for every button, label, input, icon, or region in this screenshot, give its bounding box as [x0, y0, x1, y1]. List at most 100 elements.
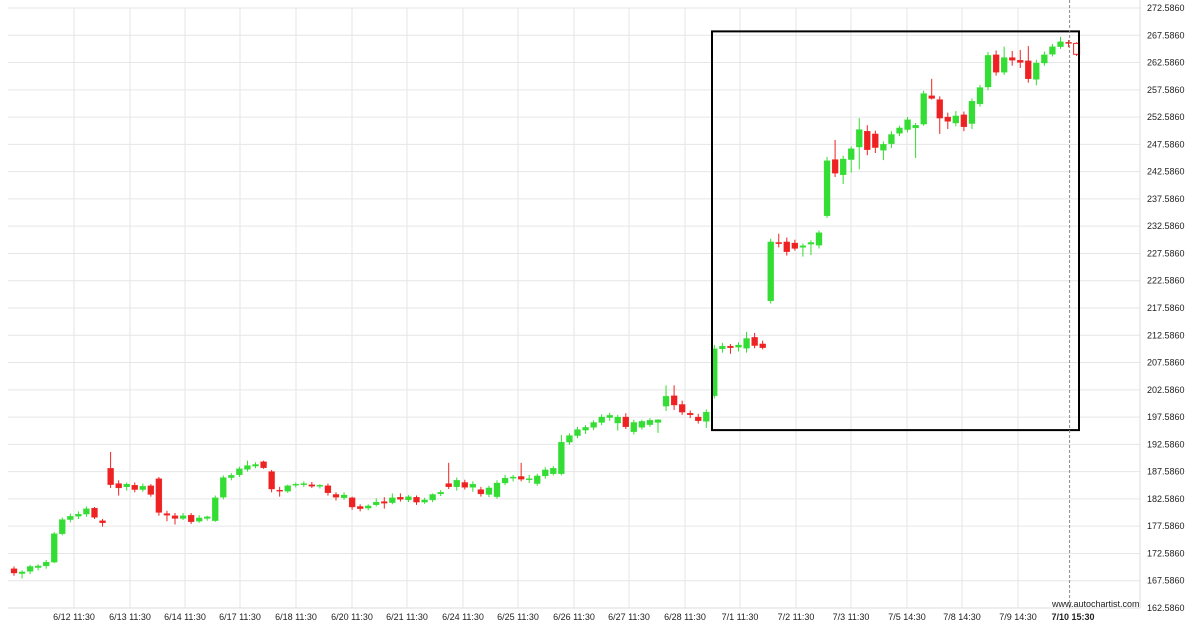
candle — [799, 243, 807, 257]
candle — [204, 515, 211, 521]
candle-body — [252, 464, 259, 467]
candle-body — [300, 483, 307, 485]
candle-body — [413, 497, 420, 503]
candle — [1065, 40, 1072, 48]
y-tick-label: 192.5860 — [1147, 439, 1185, 449]
candle — [381, 497, 388, 509]
candle — [477, 486, 485, 497]
candle-body — [992, 54, 1000, 73]
candle-body — [534, 475, 541, 484]
y-tick-label: 177.5860 — [1147, 521, 1185, 531]
candle — [759, 340, 766, 350]
candle-body — [807, 242, 815, 245]
candle-body — [614, 416, 621, 424]
candle-body — [687, 413, 694, 415]
y-tick-label: 257.5860 — [1147, 85, 1185, 95]
candle — [1001, 46, 1008, 76]
candle-body — [356, 506, 364, 509]
candle — [292, 482, 299, 488]
candle — [992, 50, 1000, 76]
candle-body — [1025, 60, 1032, 79]
candle — [373, 498, 380, 507]
candle-body — [904, 119, 911, 130]
candle — [542, 467, 549, 479]
candle-body — [91, 507, 98, 518]
candle-body — [10, 568, 18, 574]
x-tick-label: 6/21 11:30 — [386, 612, 428, 622]
candle — [340, 492, 348, 500]
candle — [179, 513, 187, 521]
candle-body — [365, 505, 372, 509]
candle-body — [1001, 57, 1008, 73]
candle-body — [662, 396, 670, 407]
candle-body — [316, 485, 324, 487]
candle-body — [775, 242, 782, 244]
candle-body — [791, 242, 798, 249]
x-tick-label: 6/13 11:30 — [109, 612, 151, 622]
candle — [1025, 46, 1032, 83]
candle-body — [469, 483, 477, 488]
candle-body — [654, 419, 662, 423]
candle-body — [582, 427, 589, 431]
candle — [703, 409, 710, 428]
candle-body — [397, 497, 404, 500]
candle-body — [187, 515, 195, 522]
candle-body — [622, 416, 629, 427]
candle-body — [727, 345, 734, 348]
candle — [614, 414, 621, 431]
candle — [365, 504, 372, 511]
candle — [405, 495, 412, 503]
candle-body — [679, 404, 686, 413]
candle — [10, 566, 18, 576]
candle-body — [518, 476, 525, 480]
candle-body — [453, 480, 460, 487]
candle — [888, 131, 895, 149]
candle-body — [864, 131, 871, 150]
candle — [695, 413, 702, 424]
candle — [687, 410, 694, 419]
candle — [147, 484, 155, 497]
candle — [856, 118, 863, 170]
candle-body — [1057, 41, 1064, 47]
candle-body — [630, 422, 637, 432]
x-tick-label: 6/26 11:30 — [553, 612, 595, 622]
candle-body — [823, 160, 831, 216]
candle-body — [284, 485, 291, 492]
candle — [840, 155, 847, 185]
candle-body — [815, 232, 823, 246]
candle — [300, 481, 307, 487]
candle-body — [501, 477, 509, 484]
candle — [630, 419, 637, 435]
candle-body — [646, 420, 654, 425]
candle-body — [590, 422, 597, 428]
candle — [823, 156, 831, 218]
candle — [767, 238, 774, 304]
candle — [260, 460, 267, 469]
candle — [582, 425, 589, 434]
candle — [1057, 36, 1064, 49]
candle — [920, 90, 927, 126]
candle — [831, 139, 839, 178]
candle — [389, 493, 396, 505]
candle-body — [348, 497, 356, 508]
candle — [469, 481, 477, 492]
candle-body — [542, 469, 549, 477]
candle-body — [1065, 42, 1072, 44]
candle — [437, 490, 444, 497]
candle — [284, 484, 291, 493]
candle-body — [405, 496, 412, 501]
candle — [276, 486, 283, 497]
candle — [1033, 59, 1040, 86]
candle-body — [155, 478, 163, 513]
candle-body — [574, 429, 581, 436]
candle-body — [389, 497, 396, 503]
candle — [976, 84, 984, 107]
candle — [654, 419, 662, 433]
candle — [212, 495, 219, 522]
candle — [960, 111, 968, 132]
candle — [397, 493, 404, 502]
candle-body — [429, 494, 436, 501]
candle-body — [550, 468, 557, 474]
candle — [429, 493, 436, 503]
candle-body — [695, 416, 702, 421]
